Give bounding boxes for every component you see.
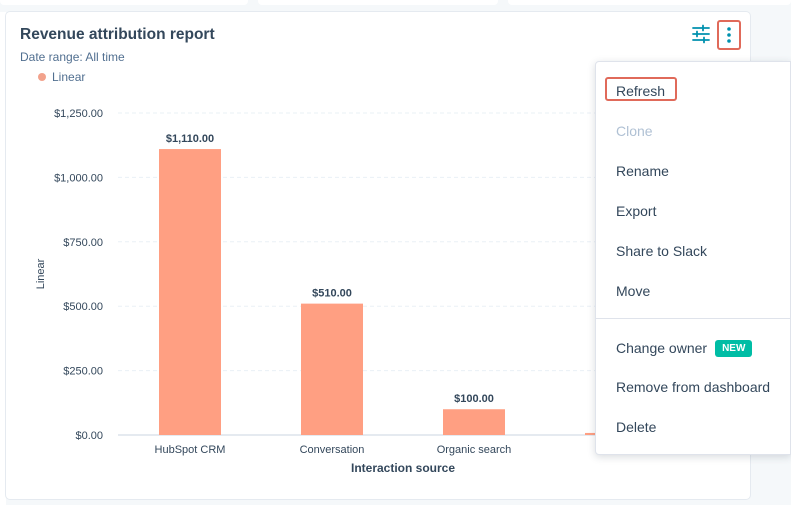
chart-legend: Linear xyxy=(38,70,85,84)
menu-divider xyxy=(596,318,791,319)
more-actions-button[interactable] xyxy=(717,20,741,50)
menu-item-export[interactable]: Export xyxy=(616,203,657,219)
x-axis-label: Interaction source xyxy=(351,461,455,475)
bar xyxy=(159,149,221,435)
menu-item-change-owner[interactable]: Change owner NEW xyxy=(616,339,753,358)
x-tick-label: Conversation xyxy=(300,444,365,456)
menu-item-clone: Clone xyxy=(616,123,653,139)
y-tick-label: $0.00 xyxy=(75,430,103,442)
bar xyxy=(443,409,505,435)
menu-item-move[interactable]: Move xyxy=(616,283,651,299)
x-tick-label: Organic search xyxy=(437,444,512,456)
refresh-highlight xyxy=(605,77,677,101)
filter-sliders-icon[interactable] xyxy=(691,24,711,44)
bar xyxy=(301,303,363,435)
date-range-label: Date range: All time xyxy=(20,50,125,64)
bar-value-label: $100.00 xyxy=(454,393,494,405)
y-tick-label: $1,250.00 xyxy=(54,108,103,120)
bar-value-label: $1,110.00 xyxy=(166,133,214,145)
bar-value-label: $510.00 xyxy=(312,288,352,300)
dashboard-card-top-middle xyxy=(258,0,498,5)
y-tick-label: $750.00 xyxy=(63,237,103,249)
y-tick-label: $500.00 xyxy=(63,301,103,313)
x-tick-label: HubSpot CRM xyxy=(155,444,226,456)
report-title[interactable]: Revenue attribution report xyxy=(20,26,215,43)
menu-item-share-to-slack[interactable]: Share to Slack xyxy=(616,243,708,259)
dashboard-card-top-left xyxy=(0,0,248,5)
new-badge: NEW xyxy=(715,339,753,357)
actions-dropdown-menu: Refresh Clone Rename Export Share to Sla… xyxy=(595,61,791,455)
vertical-ellipsis-icon xyxy=(727,27,731,43)
change-owner-label: Change owner xyxy=(616,340,708,356)
menu-item-rename[interactable]: Rename xyxy=(616,163,669,179)
menu-item-remove-from-dashboard[interactable]: Remove from dashboard xyxy=(616,379,771,395)
menu-item-delete[interactable]: Delete xyxy=(616,419,657,435)
dashboard-card-top-right xyxy=(508,0,791,5)
y-tick-label: $250.00 xyxy=(63,366,103,378)
dashboard-card-left-edge xyxy=(0,12,6,505)
y-axis-label: Linear xyxy=(35,258,47,289)
legend-marker xyxy=(38,73,46,81)
menu-item-refresh[interactable]: Refresh xyxy=(616,83,666,99)
y-tick-label: $1,000.00 xyxy=(54,172,103,184)
legend-label: Linear xyxy=(52,70,86,84)
